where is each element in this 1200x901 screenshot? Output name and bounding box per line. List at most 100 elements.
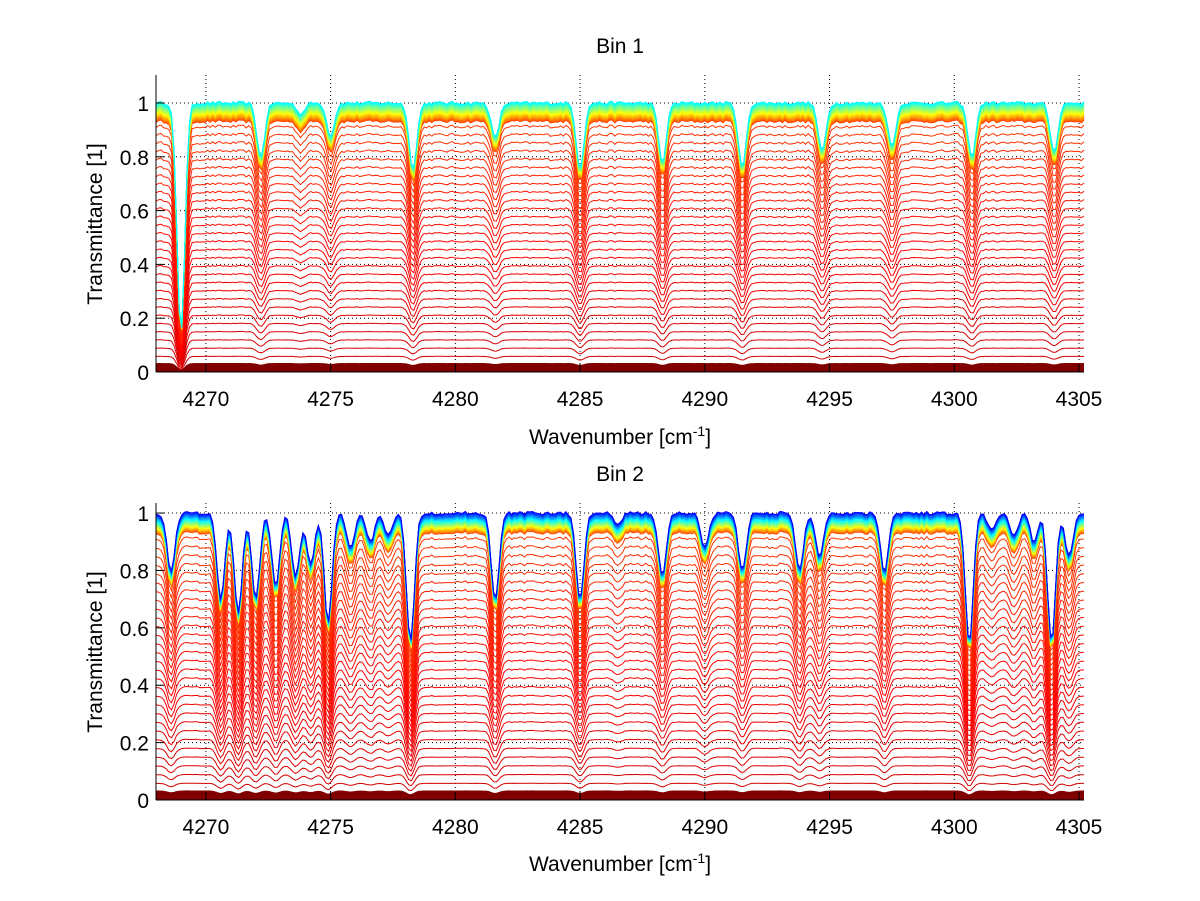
spectrum-line [155,553,1085,663]
chart-title: Bin 2 [596,463,644,486]
x-tick-label: 4270 [183,816,230,839]
series-group [155,100,1085,373]
spectrum-line [155,650,1085,719]
y-tick-label: 0.6 [120,201,149,224]
x-tick-label: 4275 [307,388,354,411]
y-tick-label: 0.4 [120,675,150,698]
spectrum-line [155,364,1085,372]
spectrum-line [155,366,1085,373]
spectrum-line [156,365,1084,373]
x-tick-label: 4280 [432,816,479,839]
axes [155,75,1084,373]
x-tick-label: 4285 [557,816,604,839]
spectrum-line [155,347,1085,369]
spectrum-line [155,105,1085,328]
x-tick-label: 4295 [806,388,853,411]
x-tick-label: 4270 [183,388,230,411]
y-tick-label: 0.4 [120,254,150,277]
spectrum-line [155,110,1085,329]
spectrum-line [155,264,1085,355]
spectrum-line [155,182,1085,341]
spectrum-line [155,314,1085,364]
spectrum-line [155,215,1085,347]
spectrum-line [155,106,1085,329]
spectrum-line [155,535,1085,654]
spectrum-line [155,606,1085,693]
y-tick-label: 0.8 [120,560,149,583]
spectrum-line [155,721,1084,758]
spectrum-line [155,117,1085,330]
spectrum-line [155,641,1085,714]
y-axis-ticks: 0 0.2 0.4 0.6 0.8 1 [120,503,164,813]
spectrum-line [155,114,1085,330]
spectrum-line [155,632,1085,708]
y-tick-label: 0.6 [120,618,149,641]
y-tick-label: 0 [137,790,149,813]
spectrum-line [155,273,1085,356]
spectrum-line [155,677,1085,734]
spectrum-line [155,562,1085,668]
spectrum-line [156,782,1084,792]
axes [155,503,1084,801]
spectrum-line [155,747,1084,772]
x-axis-label: Wavenumber [cm-1] [529,850,711,876]
spectrum-line [155,116,1085,330]
spectrum-line [155,289,1085,361]
spectrum-line [155,149,1085,336]
spectrum-line [155,624,1085,703]
spectrum-line [155,190,1085,343]
x-tick-label: 4290 [681,388,728,411]
spectrum-line [155,773,1084,787]
spectrum-line [155,223,1085,348]
spectrum-line [155,712,1085,753]
y-axis-label: Transmittance [1] [84,571,107,732]
y-axis-ticks: 0 0.2 0.4 0.6 0.8 1 [120,93,164,385]
y-tick-label: 1 [137,93,149,116]
x-axis-ticks: 4270 4275 4280 4285 4290 4295 4300 4305 [183,792,1102,839]
spectrum-line [156,368,1084,373]
spectrum-line [155,544,1085,658]
spectrum-line [156,367,1084,373]
spectrum-line [155,703,1085,748]
spectrum-line [155,297,1085,362]
chart-title: Bin 1 [596,35,644,58]
y-tick-label: 0 [137,362,149,385]
spectrum-line [155,119,1085,331]
x-tick-label: 4300 [931,816,978,839]
spectrum-line [155,756,1084,777]
y-tick-label: 0.2 [120,308,149,331]
x-tick-label: 4295 [806,816,853,839]
spectrum-line [155,281,1085,359]
spectrum-line [155,248,1085,352]
spectrum-line [155,355,1085,371]
spectrum-line [155,102,1085,328]
spectrum-line [155,659,1085,724]
spectrum-line [155,113,1085,330]
y-axis-label: Transmittance [1] [84,143,107,304]
x-axis-label: Wavenumber [cm-1] [529,423,711,449]
spectrum-line [155,110,1085,329]
spectrum-line [155,111,1085,329]
x-axis-ticks: 4270 4275 4280 4285 4290 4295 4300 4305 [183,364,1102,411]
spectrum-line [155,174,1085,340]
spectrum-line [155,256,1085,354]
panel-bin-2: Bin 2 4270 4275 4280 4285 4290 4295 4300 4305 0… [84,463,1102,876]
spectrum-line [155,108,1085,329]
spectrum-line [155,668,1085,729]
spectrum-line [155,339,1085,368]
spectrum-line [155,694,1085,743]
spectrum-line [155,306,1085,363]
spectrum-line [155,738,1085,767]
spectrum-line [155,141,1085,334]
spectrum-line [155,588,1085,683]
spectrum-line [155,240,1085,351]
spectrum-line [155,116,1085,330]
series-group [155,510,1085,801]
spectrum-line [155,765,1084,782]
spectrum-line [155,107,1085,329]
spectrum-line [156,790,1084,797]
spectrum-line [155,165,1085,338]
spectrum-line [155,100,1085,328]
y-tick-label: 1 [137,503,149,526]
